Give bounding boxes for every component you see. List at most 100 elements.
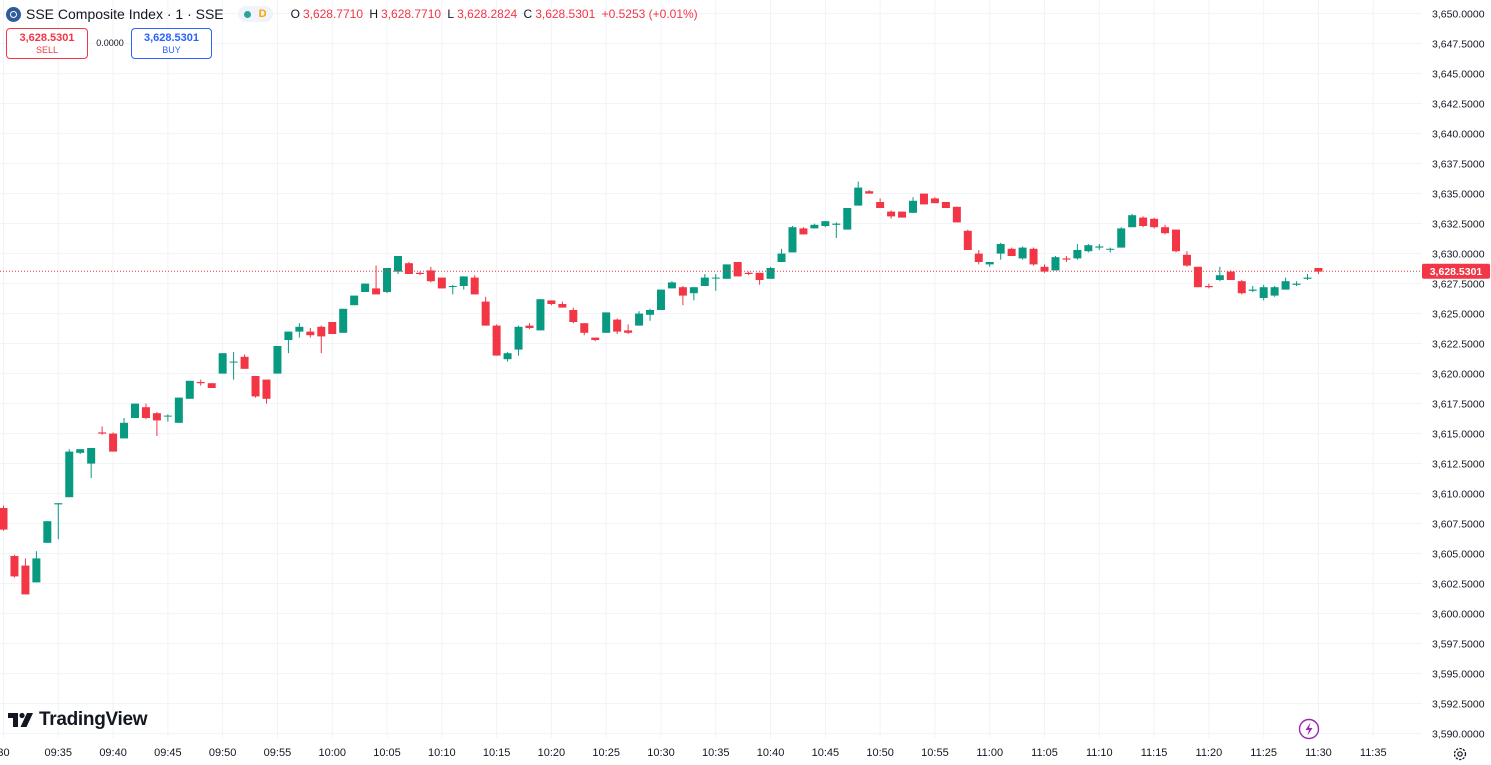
candle [218, 353, 227, 374]
candle-body [1084, 245, 1093, 252]
candle-body [887, 211, 896, 217]
candle [1314, 268, 1323, 274]
candle [273, 346, 282, 374]
x-tick-label: 10:20 [538, 747, 566, 759]
candle-body [87, 448, 96, 464]
x-tick-label: 10:15 [483, 747, 511, 759]
candle-body [1237, 281, 1246, 294]
buy-button[interactable]: 3,628.5301 BUY [131, 28, 212, 59]
candle-body [1204, 286, 1213, 288]
y-tick-label: 3,645.0000 [1432, 69, 1485, 81]
candle [832, 222, 841, 238]
candle [196, 379, 205, 386]
candle-body [898, 211, 907, 218]
candle [185, 380, 194, 399]
candle [1062, 256, 1071, 262]
candle-body [1051, 257, 1060, 271]
open-value: 3,628.7710 [302, 7, 363, 21]
candle [54, 503, 63, 540]
candle-body [635, 313, 644, 326]
candle-body [1117, 228, 1126, 248]
candle-body [1215, 275, 1224, 280]
grid [0, 0, 1422, 738]
y-tick-label: 3,632.5000 [1432, 219, 1485, 231]
symbol-title[interactable]: SSE Composite Index · 1 · SSE [26, 6, 224, 22]
candle [689, 287, 698, 301]
candle [120, 418, 129, 439]
x-tick-label: 10:25 [592, 747, 620, 759]
y-tick-label: 3,612.5000 [1432, 459, 1485, 471]
tradingview-logo[interactable]: TradingView [8, 709, 148, 731]
y-tick-label: 3,600.0000 [1432, 609, 1485, 621]
candle-body [1029, 248, 1038, 265]
candle [1248, 286, 1257, 292]
candle-body [459, 276, 468, 286]
candle [262, 379, 271, 404]
candle-body [1073, 250, 1082, 259]
candle [1292, 281, 1301, 286]
candle [591, 337, 600, 342]
candle-body [832, 223, 841, 225]
high-value: 3,628.7710 [381, 7, 442, 21]
candle-body [985, 262, 994, 265]
candle-body [1062, 258, 1071, 260]
candle [1139, 216, 1148, 228]
candle-body [1182, 254, 1191, 266]
candle [656, 289, 665, 310]
candle [1073, 244, 1082, 260]
candle-body [689, 287, 698, 294]
candle [547, 300, 556, 306]
candle [898, 211, 907, 218]
candle-body [963, 230, 972, 250]
candle [1029, 247, 1038, 266]
candle [32, 551, 41, 583]
candle [1182, 251, 1191, 267]
candle [339, 308, 348, 333]
price-axis[interactable]: 3,650.0000 3,647.5000 3,645.0000 3,642.5000… [1422, 9, 1490, 741]
sell-button[interactable]: 3,628.5301 SELL [6, 28, 88, 59]
candle [21, 558, 30, 595]
candle-body [350, 295, 359, 306]
candles [0, 181, 1323, 595]
candle-body [854, 187, 863, 206]
candle-body [1226, 271, 1235, 280]
candle-body [1193, 266, 1202, 288]
y-tick-label: 3,597.5000 [1432, 639, 1485, 651]
candle [635, 311, 644, 326]
candle [207, 383, 216, 388]
buy-label: BUY [162, 45, 181, 55]
time-axis[interactable]: 30 09:35 09:40 09:45 09:50 09:55 10:00 10:05 10:… [0, 747, 1387, 759]
candle [492, 324, 501, 356]
candle [558, 301, 567, 308]
candle [295, 323, 304, 338]
buy-price: 3,628.5301 [143, 32, 200, 44]
candle [437, 277, 446, 289]
lightning-icon[interactable] [1297, 717, 1321, 741]
candle-body [141, 407, 150, 418]
candle [909, 197, 918, 213]
candle [415, 271, 424, 276]
y-tick-label: 3,640.0000 [1432, 129, 1485, 141]
x-tick-label: 11:20 [1196, 747, 1223, 759]
candle [87, 448, 96, 478]
candle [602, 312, 611, 333]
candle [141, 403, 150, 420]
candle-body [196, 382, 205, 384]
x-tick-label: 10:05 [373, 747, 401, 759]
candle-body [810, 224, 819, 229]
candle-body [437, 277, 446, 289]
candle [284, 331, 293, 354]
y-tick-label: 3,627.5000 [1432, 279, 1485, 291]
settings-gear-icon[interactable] [1452, 746, 1468, 762]
market-status-pill[interactable]: D [237, 6, 273, 22]
candle-body [821, 221, 830, 226]
candle-body [777, 253, 786, 262]
candle [229, 352, 238, 380]
candle-body [98, 432, 107, 434]
candle [1018, 246, 1027, 260]
candle [930, 197, 939, 204]
candle [876, 198, 885, 208]
candle-body [32, 558, 41, 583]
candle-body [163, 415, 172, 417]
